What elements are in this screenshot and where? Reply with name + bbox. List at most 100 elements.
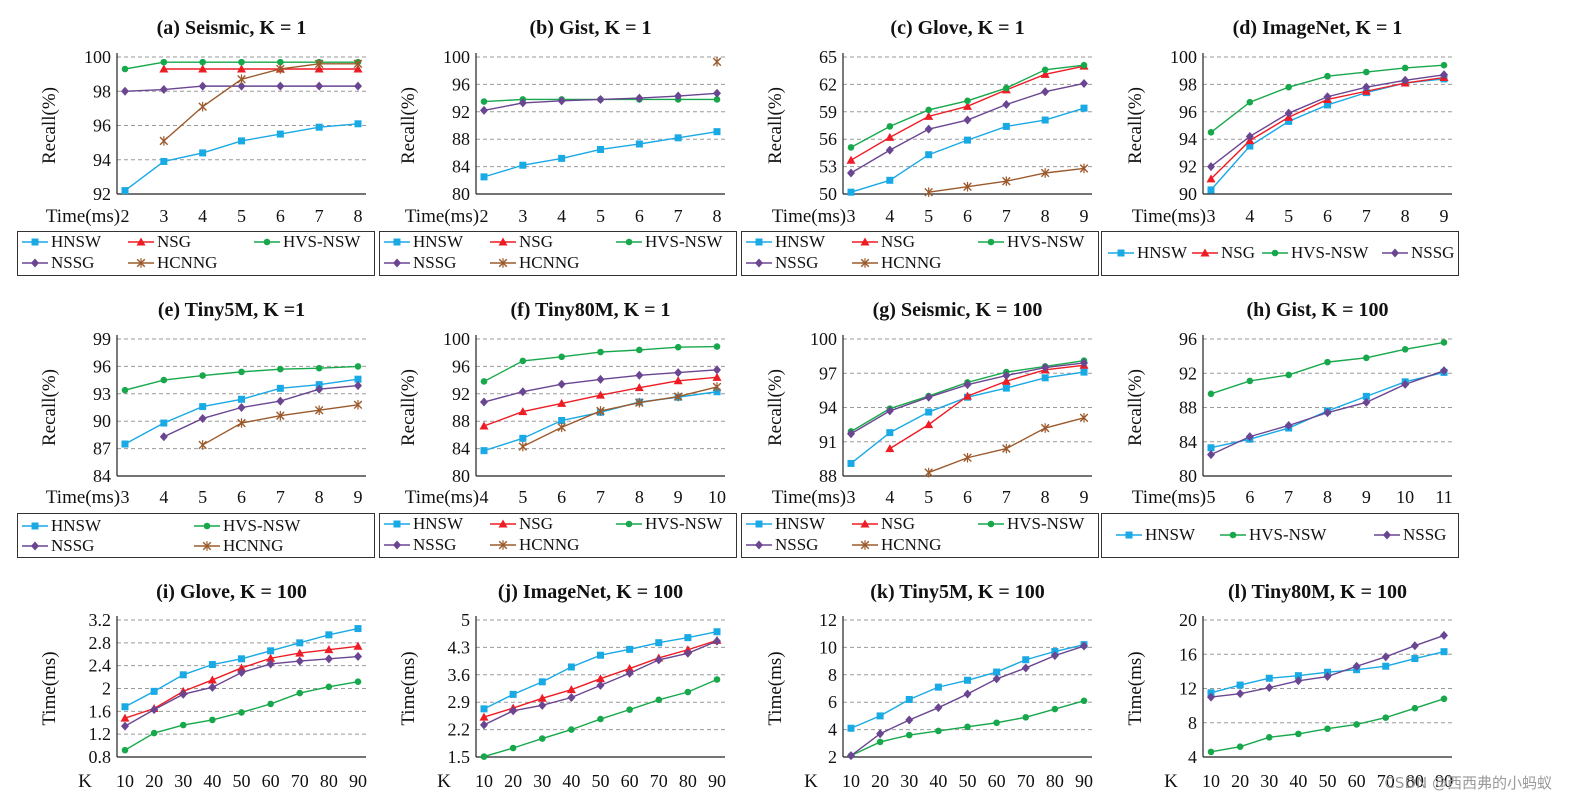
chart-6-ylabel: Recall(%)	[398, 369, 419, 446]
chart-4-point	[1245, 131, 1254, 141]
chart-4-series-line	[1210, 74, 1445, 168]
chart-10-point	[567, 663, 575, 671]
legend-marker-icon	[490, 540, 516, 550]
chart-1-point	[353, 59, 363, 69]
chart-9-series-line	[124, 680, 359, 751]
legend-label: NSSG	[51, 536, 95, 555]
chart-5-xtick-label: 7	[276, 487, 285, 507]
chart-6-xtick-label: 4	[480, 487, 489, 507]
legend-marker-icon	[194, 522, 220, 530]
chart-12-point	[1236, 681, 1244, 689]
legend-marker-icon	[1374, 530, 1400, 540]
legend-marker-icon	[1192, 248, 1218, 257]
legend-label: HVS-NSW	[645, 232, 723, 251]
chart-1: (a) Seismic, K = 1 92 94 96 98 100 Recall(%) Ti…	[39, 17, 366, 227]
chart-10-point	[597, 715, 604, 723]
chart-3-ytick-label: 56	[819, 129, 837, 149]
chart-1-point	[314, 59, 324, 69]
chart-12-point	[1440, 630, 1448, 640]
chart-12-point	[1265, 734, 1273, 741]
chart-7-ytick-label: 88	[819, 466, 837, 486]
chart-11-ylabel: Time(ms)	[765, 651, 786, 725]
chart-4-ytick-label: 96	[1179, 102, 1197, 122]
chart-8-point	[1363, 354, 1370, 362]
chart-8-xtick-label: 6	[1245, 487, 1254, 507]
chart-8-series-hvs-nsw	[1207, 339, 1448, 398]
legend-marker-icon	[384, 540, 410, 550]
chart-6-point	[557, 379, 566, 389]
legend-label: HVS-NSW	[1291, 243, 1369, 262]
chart-12-series-line	[1210, 698, 1445, 753]
chart-10-xlabel: K	[437, 771, 451, 792]
chart-7-point	[963, 380, 972, 390]
chart-6-point	[480, 378, 488, 385]
legend-label: HCNNG	[881, 535, 942, 554]
chart-4-legend-item: NSSG	[1382, 243, 1454, 263]
chart-3-point	[1003, 84, 1010, 92]
legend-label: HCNNG	[157, 253, 218, 272]
chart-6-point	[635, 370, 644, 380]
chart-3-point	[963, 115, 972, 125]
chart-9-point	[324, 645, 334, 654]
chart-5-ytick-label: 84	[93, 466, 111, 486]
chart-6-xlabel: Time(ms)	[405, 487, 479, 508]
chart-7-point	[1001, 376, 1011, 385]
legend-marker-icon	[1108, 249, 1134, 257]
chart-9-title: (i) Glove, K = 100	[156, 581, 307, 603]
chart-6-ytick-label: 84	[452, 439, 470, 459]
chart-12-ytick-label: 8	[1188, 713, 1197, 733]
chart-7-xtick-label: 5	[924, 487, 933, 507]
chart-7-point	[1079, 412, 1089, 423]
chart-8-ylabel: Recall(%)	[1125, 369, 1146, 446]
chart-2-point	[635, 140, 643, 148]
chart-3-point	[847, 168, 855, 178]
chart-8-xtick-label: 11	[1435, 487, 1452, 507]
chart-12-point	[1382, 714, 1390, 721]
chart-10-xtick-label: 90	[708, 771, 726, 791]
chart-10-point	[655, 696, 663, 704]
chart-3-legend-item: NSSG	[746, 253, 818, 273]
chart-7-point	[1041, 374, 1049, 382]
chart-12-xtick-label: 40	[1289, 771, 1307, 791]
chart-2-ytick-label: 84	[452, 157, 470, 177]
chart-9-point	[354, 625, 362, 633]
chart-1-series-line	[124, 123, 359, 192]
chart-11-point	[905, 715, 914, 725]
chart-1-point	[159, 85, 168, 95]
chart-3-point	[1041, 66, 1049, 74]
chart-1-point	[199, 149, 207, 157]
chart-7-point	[886, 429, 894, 437]
chart-3-point	[1002, 122, 1010, 130]
legend-label: NSSG	[775, 535, 819, 554]
chart-10-point	[597, 651, 604, 659]
legend-marker-icon	[384, 238, 410, 246]
legend-marker-icon	[22, 258, 48, 268]
chart-6-ytick-label: 80	[452, 466, 470, 486]
chart-7-series-hcnng	[924, 412, 1089, 478]
legend-label: NSG	[1221, 243, 1256, 262]
chart-6-point	[518, 441, 528, 452]
chart-11-xtick-label: 60	[988, 771, 1006, 791]
chart-5-point	[314, 405, 324, 416]
chart-4-point	[1285, 83, 1292, 91]
chart-3-legend: HNSW NSG HVS-NSW NSSG HCNNG	[741, 231, 1099, 276]
chart-12: (l) Tiny80M, K = 100 4 8 12 16 20 Time(ms) K 10 2…	[1125, 581, 1453, 792]
chart-2-xlabel: Time(ms)	[405, 206, 479, 227]
chart-5-point	[354, 375, 362, 383]
chart-9-ytick-label: 2.4	[89, 656, 112, 676]
chart-5-point	[160, 419, 168, 427]
chart-7-ytick-label: 94	[819, 398, 837, 418]
chart-7-legend-item: NSG	[852, 514, 915, 534]
chart-7-xtick-label: 8	[1041, 487, 1050, 507]
chart-8-point	[1207, 390, 1215, 398]
chart-2-point	[480, 105, 488, 115]
chart-10-point	[625, 664, 635, 673]
chart-9-point	[208, 682, 217, 692]
chart-11-xtick-label: 30	[900, 771, 918, 791]
chart-6-ytick-label: 92	[452, 384, 470, 404]
chart-11-xtick-label: 10	[842, 771, 860, 791]
chart-10-series-nsg	[479, 635, 722, 721]
chart-1-ytick-label: 98	[93, 81, 111, 101]
chart-11-point	[935, 727, 942, 735]
chart-9-ytick-label: 1.2	[89, 724, 112, 744]
